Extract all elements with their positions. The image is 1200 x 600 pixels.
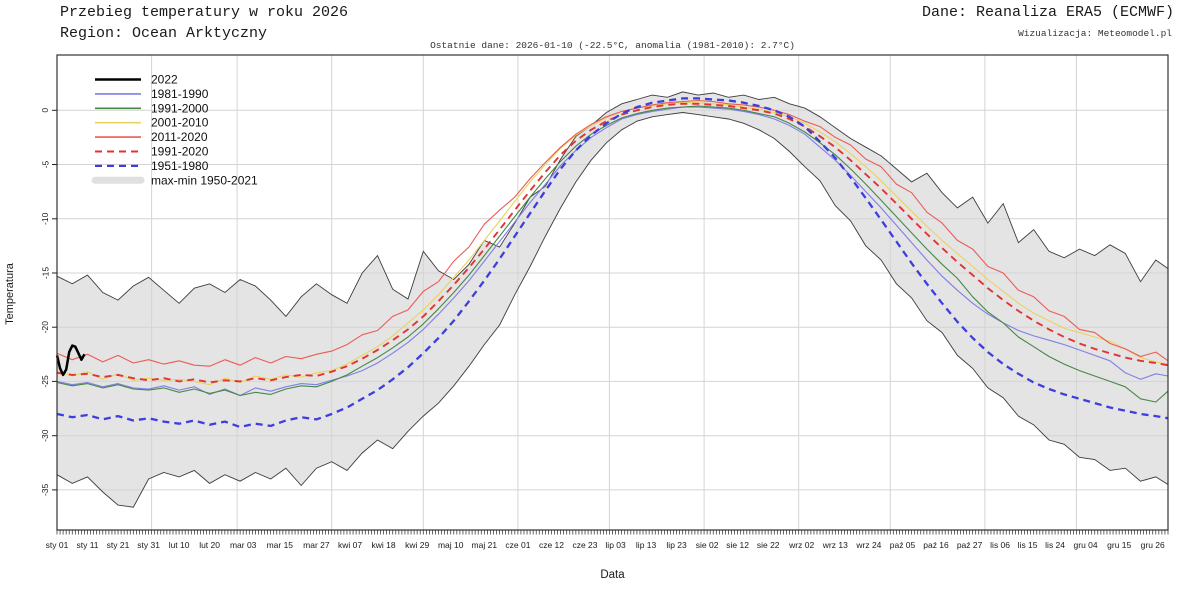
x-tick-label: kwi 18 <box>372 540 396 550</box>
series-line-2022 <box>55 344 86 377</box>
series-line-1951-1980 <box>56 97 1169 429</box>
legend-label: 2022 <box>151 73 178 87</box>
x-tick-label: gru 04 <box>1074 540 1098 550</box>
x-tick-label: gru 26 <box>1141 540 1165 550</box>
legend-label: 1981-1990 <box>151 87 209 101</box>
y-axis-title: Temperatura <box>4 263 16 325</box>
x-tick-label: sty 21 <box>107 540 130 550</box>
x-tick-label: sty 01 <box>46 540 69 550</box>
x-tick-label: paź 05 <box>890 540 916 550</box>
x-tick-label: lip 03 <box>605 540 626 550</box>
x-tick-label: lip 13 <box>636 540 657 550</box>
x-axis-title: Data <box>600 569 625 581</box>
x-tick-label: paź 27 <box>957 540 983 550</box>
legend-label: 2001-2010 <box>151 116 209 130</box>
x-tick-label: maj 21 <box>472 540 498 550</box>
x-tick-label: kwi 29 <box>405 540 429 550</box>
y-tick-label: -5 <box>40 160 50 168</box>
visualization-credit: Wizualizacja: Meteomodel.pl <box>1018 28 1172 39</box>
band-max-line <box>56 91 1169 318</box>
y-tick-label: 0 <box>40 108 50 113</box>
legend-label: 1991-2020 <box>151 145 209 159</box>
x-tick-label: lis 06 <box>990 540 1010 550</box>
x-tick-label: wrz 24 <box>855 540 881 550</box>
x-tick-label: lut 10 <box>169 540 190 550</box>
region-subtitle: Region: Ocean Arktyczny <box>60 25 268 42</box>
x-tick-label: mar 15 <box>267 540 294 550</box>
y-tick-label: -35 <box>40 483 50 496</box>
x-tick-label: cze 12 <box>539 540 564 550</box>
x-tick-label: paź 16 <box>923 540 949 550</box>
x-tick-label: sty 31 <box>137 540 160 550</box>
x-tick-label: maj 10 <box>438 540 464 550</box>
legend-label: 2011-2020 <box>151 130 208 144</box>
x-tick-label: kwi 07 <box>338 540 362 550</box>
band-min-line <box>56 112 1169 508</box>
series-line-1991-2000 <box>56 105 1169 403</box>
x-tick-label: sie 02 <box>696 540 719 550</box>
x-tick-label: mar 03 <box>230 540 257 550</box>
y-tick-label: -30 <box>40 429 50 442</box>
page-title: Przebieg temperatury w roku 2026 <box>60 4 349 21</box>
x-tick-label: sie 12 <box>726 540 749 550</box>
x-tick-label: wrz 02 <box>788 540 814 550</box>
x-tick-label: cze 23 <box>572 540 597 550</box>
y-tick-label: -20 <box>40 321 50 334</box>
legend-label: 1991-2000 <box>151 101 209 115</box>
last-data-subtitle: Ostatnie dane: 2026-01-10 (-22.5°C, anom… <box>430 40 795 51</box>
x-tick-label: sie 22 <box>757 540 780 550</box>
x-tick-label: gru 15 <box>1107 540 1131 550</box>
y-tick-label: -15 <box>40 267 50 280</box>
x-tick-label: lut 20 <box>199 540 220 550</box>
legend-label: max-min 1950-2021 <box>151 173 258 187</box>
x-tick-label: wrz 13 <box>822 540 848 550</box>
x-tick-label: mar 27 <box>303 540 330 550</box>
x-tick-label: cze 01 <box>505 540 530 550</box>
series-line-2011-2020 <box>56 99 1169 367</box>
x-tick-label: lis 24 <box>1045 540 1065 550</box>
series-line-1981-1990 <box>56 106 1169 397</box>
x-tick-label: lis 15 <box>1018 540 1038 550</box>
x-tick-label: lip 23 <box>666 540 687 550</box>
y-tick-label: -10 <box>40 212 50 225</box>
legend-label: 1951-1980 <box>151 159 209 173</box>
x-tick-label: sty 11 <box>76 540 98 550</box>
data-source-label: Dane: Reanaliza ERA5 (ECMWF) <box>921 4 1174 21</box>
y-tick-label: -25 <box>40 375 50 388</box>
